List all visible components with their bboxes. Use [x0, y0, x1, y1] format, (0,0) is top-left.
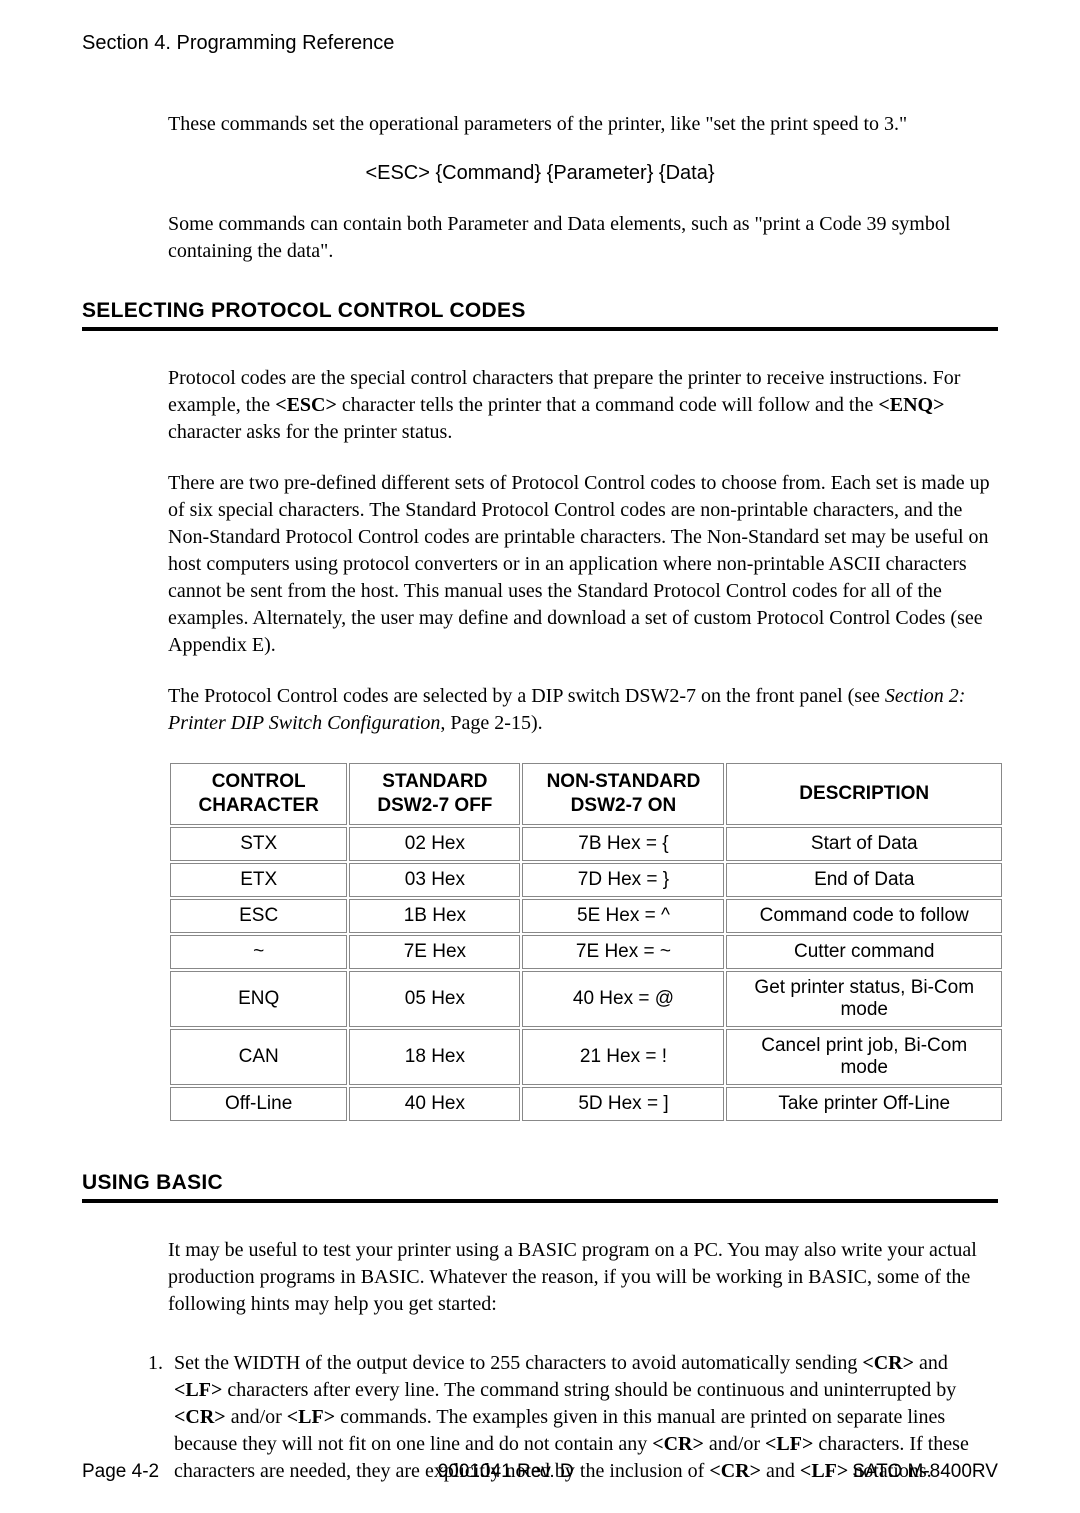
th-standard-top: STANDARD	[382, 771, 487, 792]
table-cell: 7D Hex = }	[522, 863, 724, 897]
th-nonstandard-top: NON-STANDARD	[547, 771, 701, 792]
protocol-para1-c: character asks for the printer status.	[168, 421, 452, 443]
table-cell: 5D Hex = ]	[522, 1087, 724, 1121]
th-nonstandard: NON-STANDARD DSW2-7 ON	[522, 763, 724, 825]
table-cell: End of Data	[726, 863, 1002, 897]
table-cell: 7B Hex = {	[522, 827, 724, 861]
intro-para-1: These commands set the operational param…	[168, 111, 998, 138]
th-standard: STANDARD DSW2-7 OFF	[349, 763, 520, 825]
table-row: CAN18 Hex21 Hex = !Cancel print job, Bi-…	[170, 1029, 1002, 1085]
table-cell: Cutter command	[726, 935, 1002, 969]
protocol-heading-rule	[82, 327, 998, 331]
basic-heading-rule	[82, 1199, 998, 1203]
table-cell: Command code to follow	[726, 899, 1002, 933]
table-cell: 21 Hex = !	[522, 1029, 724, 1085]
table-cell: 40 Hex	[349, 1087, 520, 1121]
footer-model: SATO M-8400RV	[852, 1461, 998, 1483]
table-cell: 05 Hex	[349, 971, 520, 1027]
th-control-top: CONTROL	[212, 771, 306, 792]
esc-tag: <ESC>	[275, 394, 337, 416]
section-header: Section 4. Programming Reference	[82, 32, 998, 55]
table-cell: ENQ	[170, 971, 347, 1027]
protocol-heading: SELECTING PROTOCOL CONTROL CODES	[82, 299, 998, 323]
command-template-line: <ESC> {Command} {Parameter} {Data}	[82, 162, 998, 185]
table-cell: Take printer Off-Line	[726, 1087, 1002, 1121]
table-cell: Start of Data	[726, 827, 1002, 861]
table-row: ~7E Hex7E Hex = ~Cutter command	[170, 935, 1002, 969]
lf-tag-2: <LF>	[287, 1406, 335, 1428]
protocol-para3-a: The Protocol Control codes are selected …	[168, 685, 885, 707]
protocol-para-2: There are two pre-defined different sets…	[168, 470, 998, 659]
table-header-row: CONTROL CHARACTER STANDARD DSW2-7 OFF NO…	[170, 763, 1002, 825]
protocol-codes-table: CONTROL CHARACTER STANDARD DSW2-7 OFF NO…	[168, 761, 1004, 1123]
table-cell: 7E Hex = ~	[522, 935, 724, 969]
cr-tag-3: <CR>	[652, 1433, 704, 1455]
table-cell: 02 Hex	[349, 827, 520, 861]
th-control-bot: CHARACTER	[199, 795, 319, 816]
lf-tag: <LF>	[174, 1379, 222, 1401]
table-cell: ETX	[170, 863, 347, 897]
th-control: CONTROL CHARACTER	[170, 763, 347, 825]
table-row: Off-Line40 Hex5D Hex = ]Take printer Off…	[170, 1087, 1002, 1121]
lf-tag-3: <LF>	[765, 1433, 813, 1455]
table-row: STX02 Hex7B Hex = {Start of Data	[170, 827, 1002, 861]
table-cell: 40 Hex = @	[522, 971, 724, 1027]
footer-docrev: 9001041 Rev. D	[438, 1461, 574, 1483]
basic-para-1: It may be useful to test your printer us…	[168, 1237, 998, 1318]
table-cell: ESC	[170, 899, 347, 933]
table-cell: Get printer status, Bi-Com mode	[726, 971, 1002, 1027]
th-nonstandard-bot: DSW2-7 ON	[571, 795, 677, 816]
basic-item1-a: Set the WIDTH of the output device to 25…	[174, 1352, 862, 1374]
cr-tag-2: <CR>	[174, 1406, 226, 1428]
table-cell: 7E Hex	[349, 935, 520, 969]
protocol-table-body: STX02 Hex7B Hex = {Start of DataETX03 He…	[170, 827, 1002, 1121]
table-cell: Cancel print job, Bi-Com mode	[726, 1029, 1002, 1085]
th-standard-bot: DSW2-7 OFF	[377, 795, 492, 816]
protocol-para3-b: , Page 2-15).	[440, 712, 542, 734]
th-description: DESCRIPTION	[726, 763, 1002, 825]
protocol-para-1: Protocol codes are the special control c…	[168, 365, 998, 446]
page: Section 4. Programming Reference These c…	[0, 0, 1080, 1513]
table-cell: STX	[170, 827, 347, 861]
page-footer: Page 4-2 9001041 Rev. D SATO M-8400RV	[82, 1461, 998, 1483]
protocol-para1-b: character tells the printer that a comma…	[337, 394, 878, 416]
basic-item1-b: characters after every line. The command…	[222, 1379, 956, 1401]
table-cell: 03 Hex	[349, 863, 520, 897]
cr-tag: <CR>	[862, 1352, 914, 1374]
basic-heading: USING BASIC	[82, 1171, 998, 1195]
table-row: ENQ05 Hex40 Hex = @Get printer status, B…	[170, 971, 1002, 1027]
intro-para-2: Some commands can contain both Parameter…	[168, 211, 998, 265]
footer-page: Page 4-2	[82, 1461, 159, 1483]
andor-word-1: and/or	[226, 1406, 287, 1428]
table-cell: 1B Hex	[349, 899, 520, 933]
protocol-para-3: The Protocol Control codes are selected …	[168, 683, 998, 737]
enq-tag: <ENQ>	[878, 394, 944, 416]
table-cell: ~	[170, 935, 347, 969]
table-cell: 18 Hex	[349, 1029, 520, 1085]
table-cell: Off-Line	[170, 1087, 347, 1121]
table-row: ETX03 Hex7D Hex = }End of Data	[170, 863, 1002, 897]
table-cell: 5E Hex = ^	[522, 899, 724, 933]
and-word-1: and	[914, 1352, 948, 1374]
table-cell: CAN	[170, 1029, 347, 1085]
andor-word-2: and/or	[704, 1433, 765, 1455]
table-row: ESC1B Hex5E Hex = ^Command code to follo…	[170, 899, 1002, 933]
